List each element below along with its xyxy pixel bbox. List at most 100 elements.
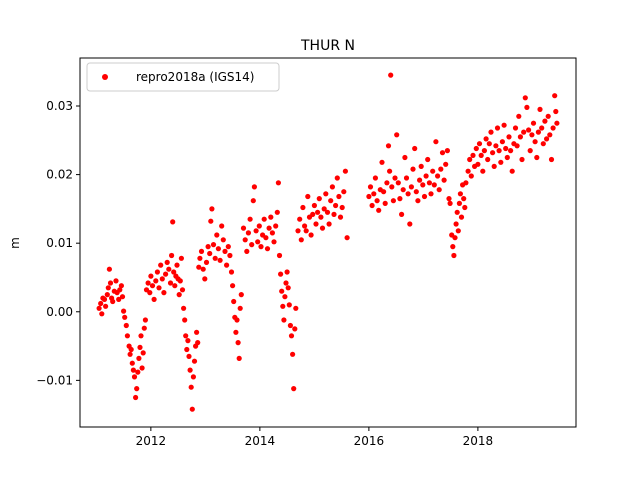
data-point (467, 156, 473, 163)
data-point (202, 276, 208, 282)
data-point (548, 156, 555, 163)
legend-box (86, 62, 280, 92)
data-point (329, 184, 335, 190)
data-point (463, 180, 469, 186)
data-point (478, 152, 484, 158)
data-point (224, 262, 230, 268)
data-point (367, 184, 374, 190)
data-point (131, 374, 138, 380)
data-point (390, 198, 396, 204)
data-point (128, 346, 134, 353)
y-axis: −0.01 0.00 0.01 0.02 0.03 (36, 99, 80, 387)
data-point (535, 129, 542, 135)
data-point (450, 244, 456, 250)
data-point (275, 180, 281, 186)
data-point (313, 221, 319, 227)
data-point (103, 303, 109, 309)
data-point (400, 187, 406, 193)
data-point (387, 168, 393, 174)
data-point (188, 384, 194, 390)
data-point (547, 132, 553, 138)
data-point (255, 239, 261, 245)
data-point (205, 244, 211, 250)
data-point (336, 193, 342, 200)
y-tick-label: 0.02 (46, 168, 73, 182)
data-point (274, 209, 280, 215)
data-point (266, 225, 272, 231)
data-point (461, 196, 467, 202)
data-point (371, 191, 377, 197)
data-point (122, 314, 128, 320)
data-point (190, 374, 196, 380)
data-point (316, 196, 322, 202)
data-point (177, 278, 183, 284)
x-tick-label: 2018 (463, 434, 494, 448)
data-point (261, 216, 267, 222)
data-point (110, 298, 116, 305)
data-point (480, 168, 486, 174)
data-point (403, 175, 410, 181)
data-point (215, 246, 221, 252)
data-point (475, 161, 481, 167)
data-point (187, 367, 193, 373)
data-point (323, 191, 329, 197)
data-point (457, 191, 463, 197)
data-point (163, 271, 169, 277)
data-point (158, 262, 164, 268)
data-point (288, 333, 295, 339)
data-point (290, 351, 296, 357)
data-point (379, 159, 385, 165)
data-point (184, 346, 190, 353)
data-point (273, 223, 279, 229)
data-point (415, 198, 421, 204)
data-point (425, 156, 431, 163)
data-point (321, 206, 327, 212)
data-point (369, 202, 375, 209)
legend: repro2018a (IGS14) (86, 62, 280, 92)
data-point (284, 269, 290, 275)
data-point (119, 294, 126, 300)
data-point (392, 175, 398, 181)
data-point (485, 156, 491, 163)
data-point (271, 239, 277, 245)
data-point (145, 280, 151, 286)
data-point (189, 406, 195, 412)
data-point (147, 290, 153, 296)
data-point (291, 386, 297, 392)
data-point (399, 211, 405, 217)
data-point (318, 214, 324, 220)
data-point (310, 211, 316, 217)
data-point (328, 198, 334, 204)
data-point (384, 180, 390, 186)
data-point (527, 148, 533, 154)
data-point (149, 283, 156, 289)
data-point (300, 204, 306, 211)
data-point (499, 139, 505, 145)
data-point (198, 248, 205, 254)
data-point (456, 200, 462, 206)
data-point (148, 273, 154, 279)
data-point (283, 280, 289, 286)
data-point (209, 206, 215, 212)
data-point (263, 235, 269, 241)
data-point (552, 93, 558, 99)
data-point (458, 214, 465, 220)
data-point (439, 150, 446, 156)
data-point (123, 322, 129, 329)
data-point (496, 148, 502, 154)
data-point (233, 329, 239, 335)
data-point (517, 134, 524, 140)
data-point (524, 104, 530, 110)
data-point (278, 271, 284, 277)
data-point (451, 252, 457, 259)
data-point (161, 290, 167, 296)
data-point (385, 143, 392, 149)
data-point (530, 120, 537, 126)
data-point (297, 216, 303, 222)
data-point (182, 317, 188, 323)
data-point (413, 189, 419, 195)
data-point (167, 280, 174, 286)
data-point (106, 266, 112, 272)
y-tick-label: 0.03 (46, 99, 73, 113)
